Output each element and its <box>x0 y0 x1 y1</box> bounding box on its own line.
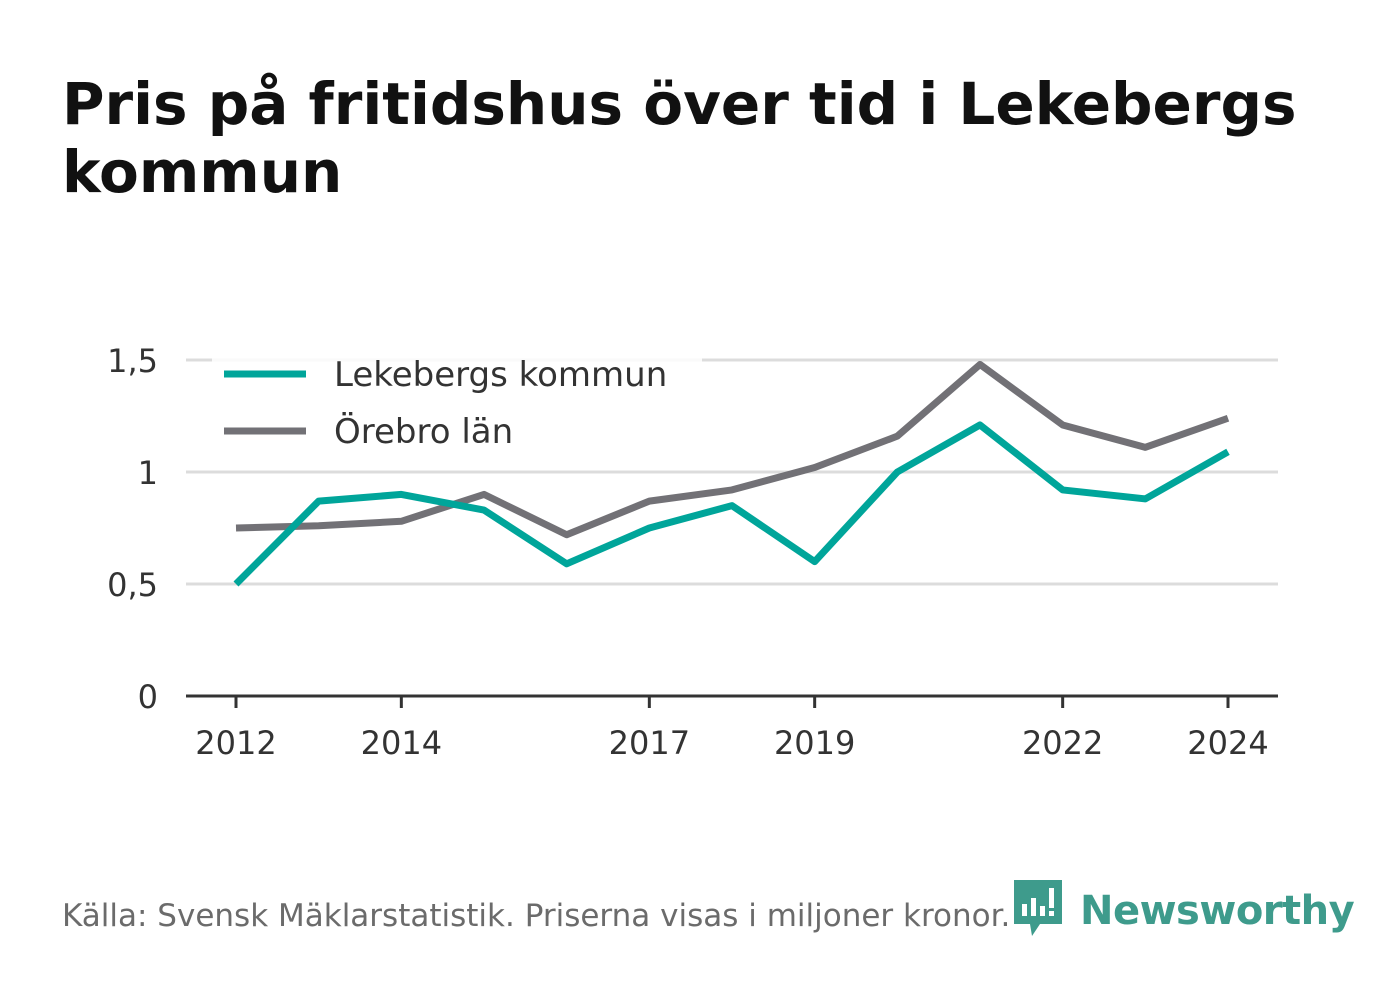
y-tick-label: 1,5 <box>107 342 158 380</box>
chart-title: Pris på fritidshus över tid i Lekebergs … <box>62 70 1297 206</box>
y-tick-label: 1 <box>138 454 158 492</box>
x-tick-label: 2012 <box>195 724 276 762</box>
x-axis: 2012 2014 2017 2019 2022 2024 <box>186 694 1278 762</box>
newsworthy-logo-icon <box>1012 878 1064 944</box>
source-note: Källa: Svensk Mäklarstatistik. Priserna … <box>62 898 1011 934</box>
x-tick-label: 2024 <box>1187 724 1268 762</box>
brand-name: Newsworthy <box>1080 888 1355 934</box>
series-lines <box>233 360 1230 587</box>
legend-label: Lekebergs kommun <box>334 355 667 395</box>
y-tick-label: 0,5 <box>107 566 158 604</box>
brand-logo: Newsworthy <box>1012 878 1355 944</box>
legend-background <box>212 352 702 462</box>
x-tick-label: 2019 <box>774 724 855 762</box>
legend: Lekebergs kommun Örebro län <box>212 352 702 462</box>
x-tick-label: 2017 <box>609 724 690 762</box>
series-line <box>235 360 1230 539</box>
x-tick-label: 2014 <box>361 724 442 762</box>
series-line <box>233 421 1230 587</box>
y-tick-label: 0 <box>138 678 158 716</box>
legend-label: Örebro län <box>334 411 513 452</box>
y-axis: 0 0,5 1 1,5 <box>107 342 158 716</box>
x-tick-label: 2022 <box>1022 724 1103 762</box>
